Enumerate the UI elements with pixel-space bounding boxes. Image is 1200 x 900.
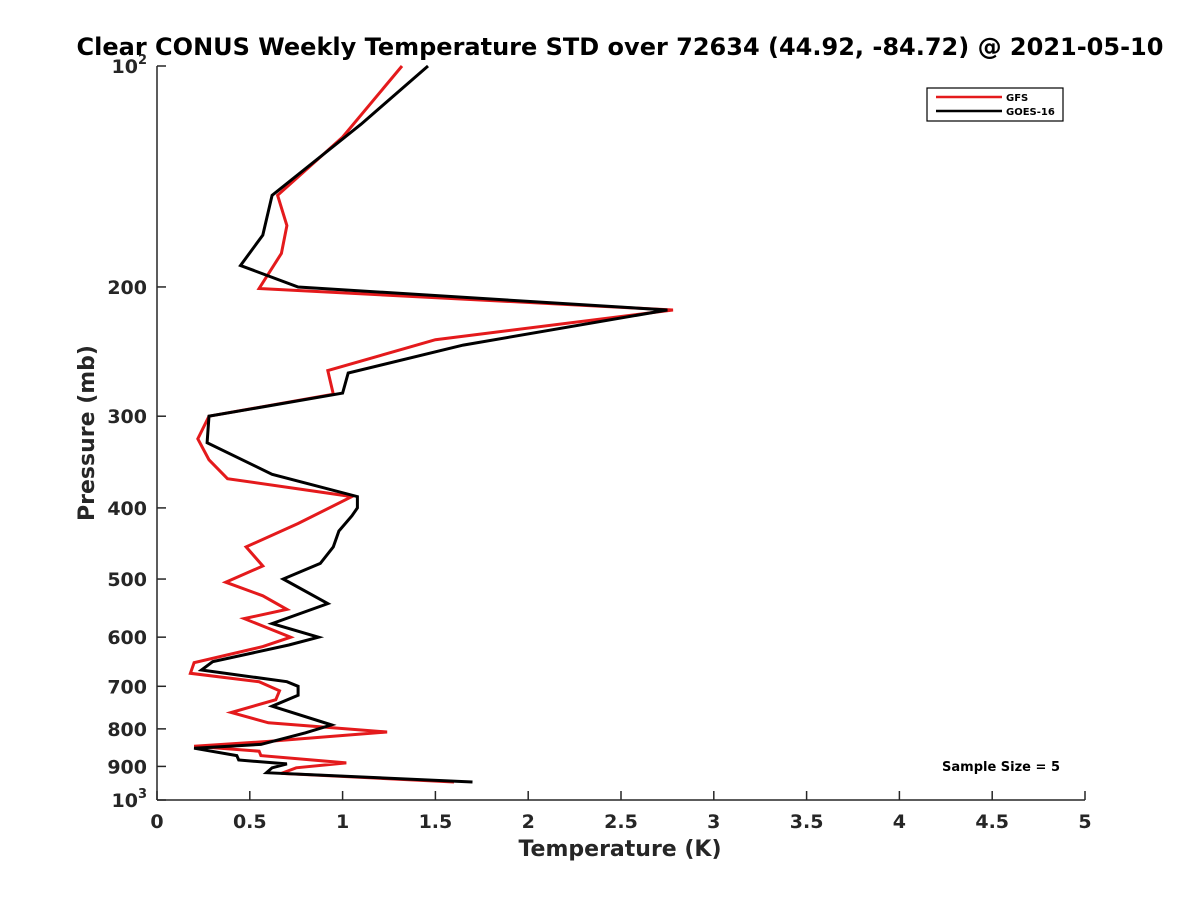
legend-box xyxy=(926,87,1064,122)
x-tick-label: 3.5 xyxy=(790,811,824,833)
x-tick-label: 2.5 xyxy=(604,811,638,833)
legend-label-goes16: GOES-16 xyxy=(1006,107,1055,118)
x-tick-label: 2 xyxy=(522,811,535,833)
y-tick-label: 700 xyxy=(107,676,147,698)
x-tick-label: 4 xyxy=(893,811,906,833)
x-tick-label: 5 xyxy=(1078,811,1091,833)
series-layer xyxy=(188,64,674,784)
y-tick-label: 600 xyxy=(107,627,147,649)
x-tick-label: 0 xyxy=(150,811,163,833)
x-tick-label: 1.5 xyxy=(419,811,453,833)
x-tick-label: 1 xyxy=(336,811,349,833)
sample-size-annotation: Sample Size = 5 xyxy=(942,760,1060,775)
chart-title: Clear CONUS Weekly Temperature STD over … xyxy=(77,33,1164,61)
y-tick-label: 300 xyxy=(107,406,147,428)
y-tick-label: 500 xyxy=(107,569,147,591)
x-tick-label: 0.5 xyxy=(233,811,267,833)
y-tick-label: 800 xyxy=(107,719,147,741)
y-tick-label: 103 xyxy=(112,787,148,812)
y-axis: 102 200 300 400 500 600 700 800 900 103 xyxy=(107,53,166,812)
legend: GFS GOES-16 xyxy=(926,87,1064,122)
series-line-goes16 xyxy=(193,64,668,784)
y-tick-label: 102 xyxy=(112,53,148,78)
x-axis-label: Temperature (K) xyxy=(518,837,721,862)
x-axis: 0 0.5 1 1.5 2 2.5 3 3.5 4 4.5 5 xyxy=(150,791,1092,833)
x-tick-label: 3 xyxy=(707,811,720,833)
y-axis-label: Pressure (mb) xyxy=(75,345,100,521)
legend-label-gfs: GFS xyxy=(1006,93,1028,104)
y-tick-label: 400 xyxy=(107,498,147,520)
y-tick-label: 900 xyxy=(107,756,147,778)
y-tick-label: 200 xyxy=(107,277,147,299)
x-tick-label: 4.5 xyxy=(975,811,1009,833)
series-line-gfs xyxy=(188,65,674,784)
